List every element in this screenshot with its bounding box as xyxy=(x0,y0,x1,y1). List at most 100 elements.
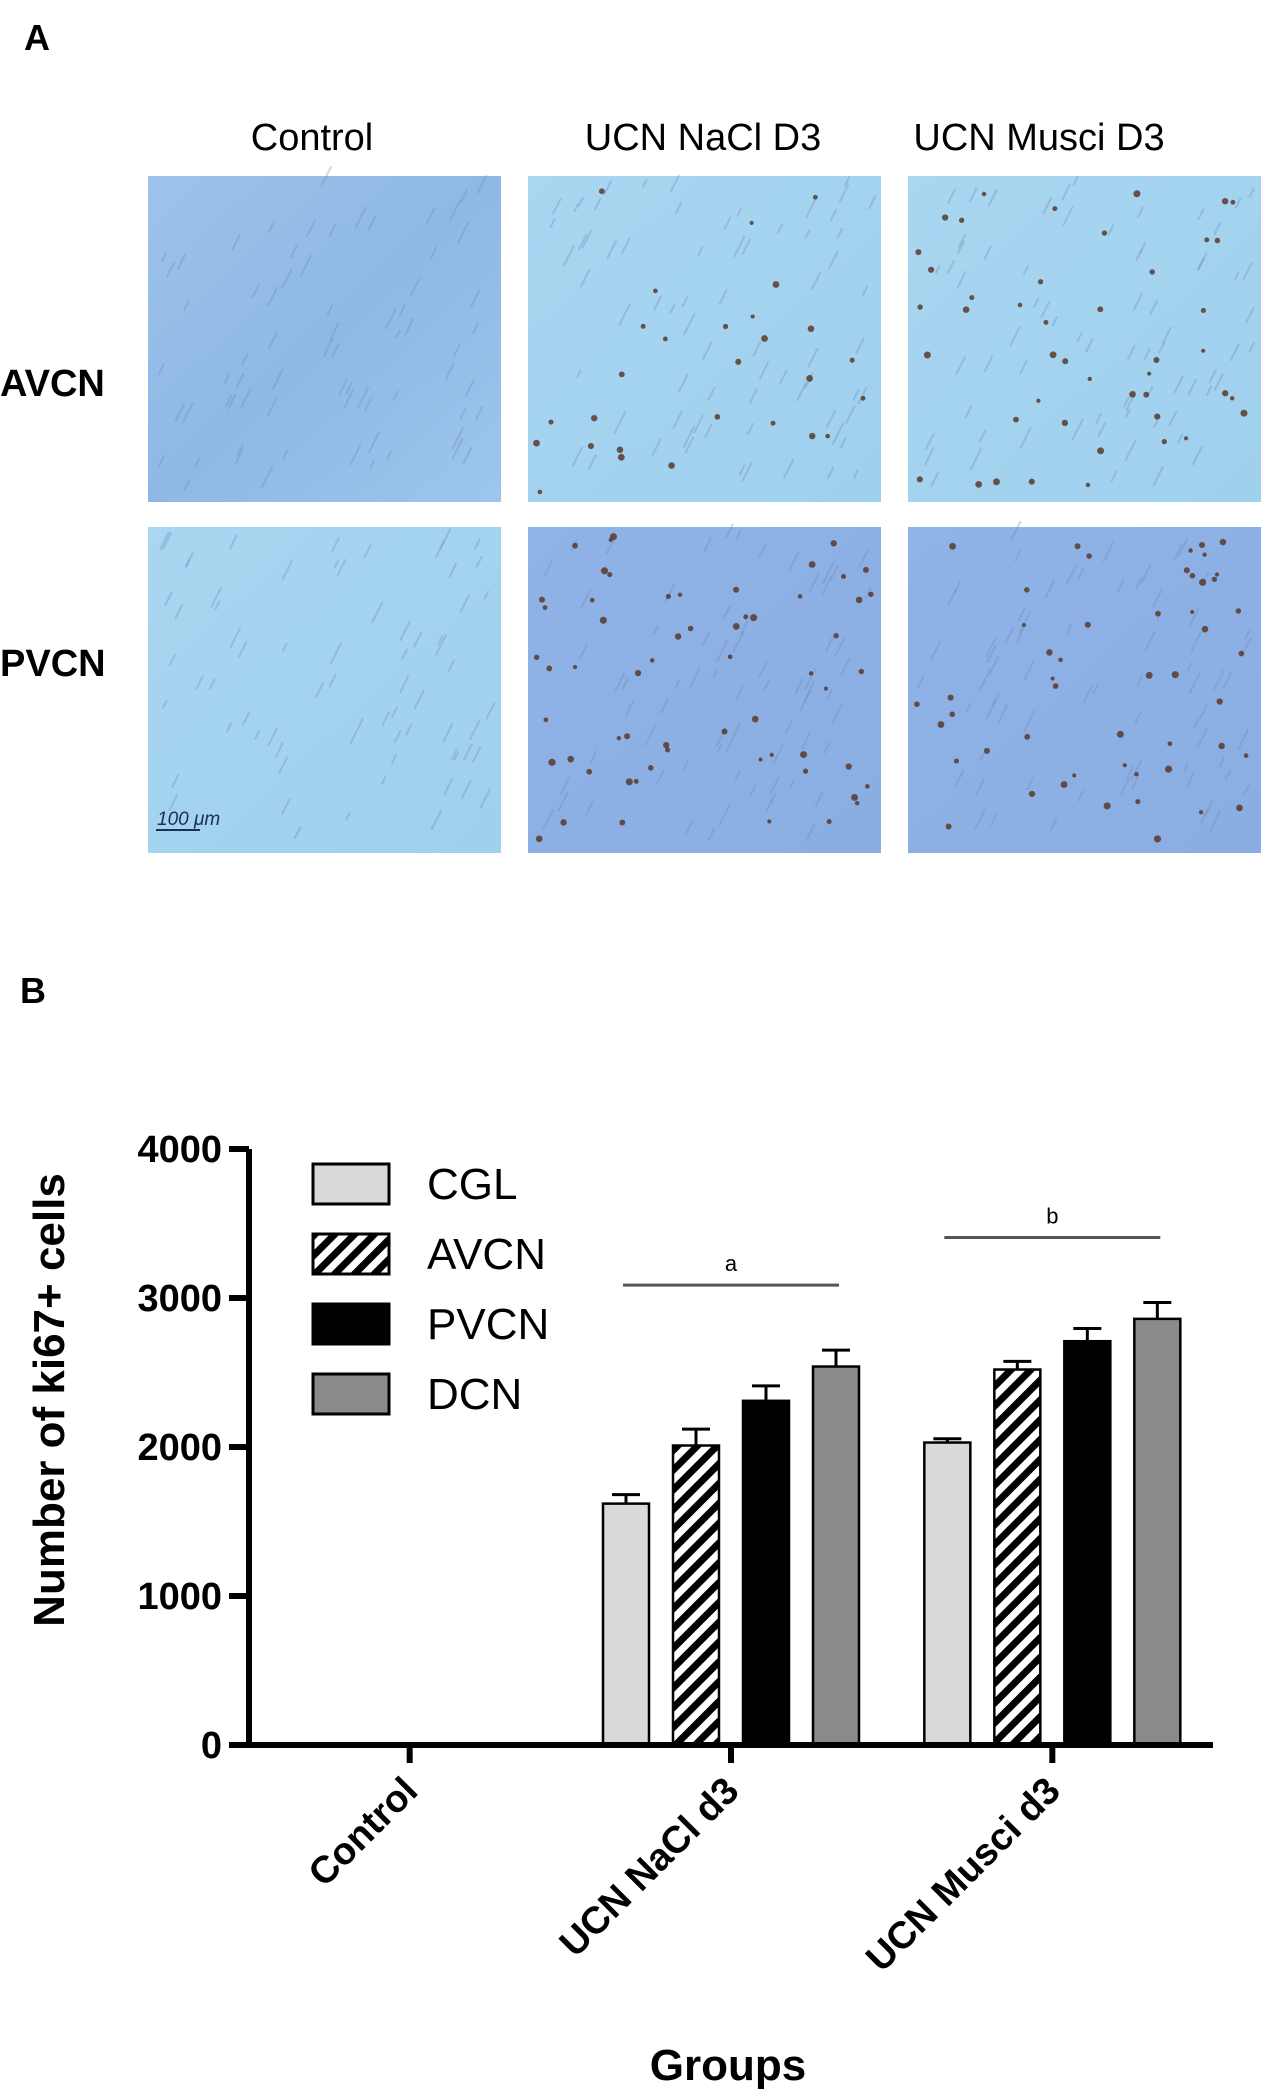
ki67-positive-cell xyxy=(937,721,945,728)
ki67-positive-cell xyxy=(533,439,540,447)
tissue-streak xyxy=(1243,637,1252,652)
ki67-positive-cell xyxy=(548,758,556,766)
tissue-streak xyxy=(1042,196,1053,215)
micrograph-ucn-musci-avcn xyxy=(908,176,1261,502)
tissue-streak xyxy=(579,589,592,610)
tissue-streak xyxy=(1208,369,1217,384)
tissue-streak xyxy=(476,174,488,195)
ki67-positive-cell xyxy=(1036,398,1041,403)
tissue-streak xyxy=(741,238,752,256)
ki67-positive-cell xyxy=(1201,348,1206,353)
tissue-streak xyxy=(168,654,177,666)
tissue-streak xyxy=(1205,385,1213,396)
ki67-positive-cell xyxy=(981,191,987,197)
y-tick-label: 4000 xyxy=(137,1129,222,1171)
ki67-positive-cell xyxy=(826,818,832,825)
tissue-streak xyxy=(1133,711,1143,725)
tissue-streak xyxy=(1203,799,1214,818)
tissue-streak xyxy=(165,261,176,278)
ki67-positive-cell xyxy=(1240,409,1248,417)
ki67-positive-cell xyxy=(1052,683,1059,689)
tissue-streak xyxy=(613,411,627,434)
tissue-streak xyxy=(715,640,729,663)
tissue-streak xyxy=(1125,408,1131,418)
significance-annotations: ab xyxy=(623,1203,1161,1287)
ki67-positive-cell xyxy=(1188,548,1193,553)
ki67-positive-cell xyxy=(949,711,956,718)
tissue-streak xyxy=(281,559,294,581)
ki67-positive-cell xyxy=(758,757,763,762)
tissue-streak xyxy=(779,369,788,385)
tissue-streak xyxy=(987,189,998,207)
tissue-streak xyxy=(836,227,844,240)
tissue-streak xyxy=(738,464,746,476)
ki67-positive-cell xyxy=(543,717,549,723)
tissue-streak xyxy=(577,196,585,207)
tissue-streak xyxy=(707,828,716,841)
tissue-streak xyxy=(806,822,817,840)
tissue-streak xyxy=(1040,300,1051,319)
ki67-positive-cell xyxy=(1116,730,1124,738)
tissue-streak xyxy=(692,414,704,434)
tissue-streak xyxy=(394,329,401,339)
tissue-streak xyxy=(456,221,470,245)
tissue-streak xyxy=(289,243,299,259)
ki67-positive-cell xyxy=(1155,610,1161,617)
ki67-positive-cell xyxy=(649,658,655,663)
tissue-streak xyxy=(1051,316,1058,327)
tissue-streak xyxy=(991,693,1000,707)
tissue-streak xyxy=(1022,660,1035,682)
tissue-streak xyxy=(1173,375,1184,394)
ki67-positive-cell xyxy=(802,768,809,774)
ki67-positive-cell xyxy=(743,614,749,620)
ki67-positive-cell xyxy=(1243,753,1249,758)
tissue-streak xyxy=(447,659,456,673)
tissue-streak xyxy=(651,437,662,457)
tissue-streak xyxy=(844,404,856,425)
tissue-streak xyxy=(242,711,251,726)
tissue-streak xyxy=(1102,541,1115,563)
tissue-streak xyxy=(749,785,757,796)
tissue-streak xyxy=(979,750,986,762)
ki67-positive-cell xyxy=(941,214,949,221)
ki67-positive-cell xyxy=(587,443,594,450)
tissue-streak xyxy=(483,590,490,600)
ki67-positive-cell xyxy=(1218,742,1225,750)
ki67-positive-cell xyxy=(797,594,803,599)
tissue-streak xyxy=(398,304,406,316)
tissue-streak xyxy=(281,449,289,461)
tissue-streak xyxy=(712,668,719,678)
tissue-streak xyxy=(669,174,681,194)
tissue-streak xyxy=(1135,248,1143,262)
tissue-streak xyxy=(946,259,956,275)
tissue-streak xyxy=(1245,306,1255,324)
tissue-streak xyxy=(170,773,180,789)
ki67-positive-cell xyxy=(1201,625,1209,633)
ki67-positive-cell xyxy=(1153,835,1162,843)
ki67-positive-cell xyxy=(823,686,829,691)
tissue-streak xyxy=(208,678,216,690)
ki67-positive-cell xyxy=(769,752,774,757)
tissue-streak xyxy=(861,285,869,296)
tissue-streak xyxy=(267,286,279,307)
bar-cgl-2 xyxy=(923,1441,972,1747)
panel-a-letter: A xyxy=(24,17,50,58)
ki67-positive-cell xyxy=(732,622,740,630)
bar-pvcn-2 xyxy=(1063,1339,1112,1747)
tissue-streak xyxy=(735,685,745,702)
tissue-streak xyxy=(718,803,731,827)
ki67-positive-cell xyxy=(733,586,740,593)
ki67-positive-cell xyxy=(947,694,954,701)
tissue-streak xyxy=(1010,520,1022,542)
ki67-positive-cell xyxy=(1199,578,1207,586)
tissue-streak xyxy=(344,811,351,821)
tissue-streak xyxy=(996,704,1009,725)
ki67-positive-cell xyxy=(772,281,780,288)
tissue-streak xyxy=(371,601,384,624)
tissue-streak xyxy=(1022,709,1036,733)
ki67-positive-cell xyxy=(1028,790,1036,798)
tissue-streak xyxy=(682,425,696,449)
tissue-streak xyxy=(805,196,818,219)
ki67-positive-cell xyxy=(735,358,742,365)
tissue-streak xyxy=(868,194,877,210)
